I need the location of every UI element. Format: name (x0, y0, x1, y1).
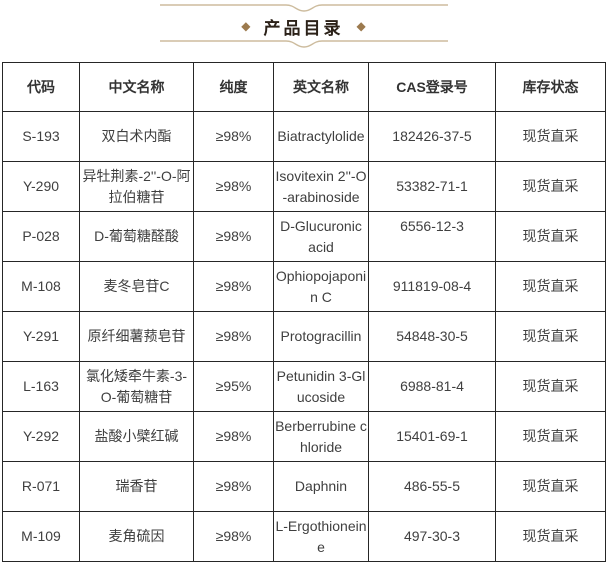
cell-code: Y-292 (2, 411, 80, 462)
page-title: 产品目录 (263, 18, 344, 38)
cell-en-name: Ophiopojaponin C (273, 261, 369, 312)
table-row: L-163 氯化矮牵牛素-3-O-葡萄糖苷 ≥95% Petunidin 3-Gluc… (2, 361, 606, 412)
cell-cn-name: 麦冬皂苷C (79, 261, 194, 312)
cell-code: P-028 (2, 211, 80, 262)
cell-cn-name: D-葡萄糖醛酸 (79, 211, 194, 262)
cell-purity: ≥98% (193, 161, 274, 212)
cell-cas: 182426-37-5 (368, 111, 496, 162)
cell-cn-name: 双白术内酯 (79, 111, 194, 162)
cell-en-name: Daphnin (273, 461, 369, 512)
cell-code: S-193 (2, 111, 80, 162)
cell-cn-name: 盐酸小檗红碱 (79, 411, 194, 462)
column-header-purity: 纯度 (193, 62, 274, 112)
cell-en-name: Petunidin 3-Glucoside (273, 361, 369, 412)
cell-stock: 现货直采 (495, 411, 606, 462)
cell-purity: ≥98% (193, 111, 274, 162)
cell-cas: 6556-12-3 (368, 211, 496, 262)
cell-en-name: L-Ergothioneine (273, 511, 369, 562)
table-row: P-028 D-葡萄糖醛酸 ≥98% D-Glucuronic acid 6556-12… (2, 211, 606, 262)
table-row: M-108 麦冬皂苷C ≥98% Ophiopojaponin C 911819-08-… (2, 261, 606, 312)
header-row: 代码 中文名称 纯度 英文名称 CAS登录号 库存状态 (2, 62, 606, 112)
table-row: M-109 麦角硫因 ≥98% L-Ergothioneine 497-30-3 现货直采 (2, 511, 606, 562)
column-header-en-name: 英文名称 (273, 62, 369, 112)
title-decoration-line-bottom (159, 40, 448, 48)
cell-cas: 6988-81-4 (368, 361, 496, 412)
cell-cas: 15401-69-1 (368, 411, 496, 462)
cell-code: M-108 (2, 261, 80, 312)
cell-cn-name: 原纤细薯蓣皂苷 (79, 311, 194, 362)
cell-en-name: Biatractylolide (273, 111, 369, 162)
cell-cas: 53382-71-1 (368, 161, 496, 212)
table-row: R-071 瑞香苷 ≥98% Daphnin 486-55-5 现货直采 (2, 461, 606, 512)
cell-cas: 54848-30-5 (368, 311, 496, 362)
cell-stock: 现货直采 (495, 311, 606, 362)
page-title-block: ◆ 产品目录 ◆ (0, 0, 607, 49)
cell-stock: 现货直采 (495, 211, 606, 262)
table-row: Y-292 盐酸小檗红碱 ≥98% Berberrubine chloride 1540… (2, 411, 606, 462)
cell-purity: ≥95% (193, 361, 274, 412)
title-decoration-line-top (159, 4, 448, 12)
cell-cn-name: 氯化矮牵牛素-3-O-葡萄糖苷 (79, 361, 194, 412)
column-header-stock: 库存状态 (495, 62, 606, 112)
cell-stock: 现货直采 (495, 261, 606, 312)
table-row: S-193 双白术内酯 ≥98% Biatractylolide 182426-37-5… (2, 111, 606, 162)
table-body: S-193 双白术内酯 ≥98% Biatractylolide 182426-37-5… (2, 111, 606, 562)
cell-code: L-163 (2, 361, 80, 412)
cell-code: R-071 (2, 461, 80, 512)
cell-stock: 现货直采 (495, 511, 606, 562)
cell-purity: ≥98% (193, 211, 274, 262)
cell-stock: 现货直采 (495, 111, 606, 162)
cell-code: Y-291 (2, 311, 80, 362)
cell-en-name: Berberrubine chloride (273, 411, 369, 462)
cell-purity: ≥98% (193, 311, 274, 362)
column-header-cn-name: 中文名称 (79, 62, 194, 112)
cell-en-name: D-Glucuronic acid (273, 211, 369, 262)
cell-code: Y-290 (2, 161, 80, 212)
table-header: 代码 中文名称 纯度 英文名称 CAS登录号 库存状态 (2, 62, 606, 112)
cell-code: M-109 (2, 511, 80, 562)
product-table: 代码 中文名称 纯度 英文名称 CAS登录号 库存状态 S-193 双白术内酯 ≥98% Bia… (2, 62, 606, 562)
table-row: Y-291 原纤细薯蓣皂苷 ≥98% Protogracillin 54848-30-5… (2, 311, 606, 362)
cell-purity: ≥98% (193, 261, 274, 312)
cell-purity: ≥98% (193, 511, 274, 562)
table-row: Y-290 异牡荆素-2''-O-阿拉伯糖苷 ≥98% Isovitexin 2''-… (2, 161, 606, 212)
cell-stock: 现货直采 (495, 361, 606, 412)
cell-stock: 现货直采 (495, 161, 606, 212)
cell-purity: ≥98% (193, 461, 274, 512)
cell-en-name: Isovitexin 2''-O-arabinoside (273, 161, 369, 212)
cell-cn-name: 麦角硫因 (79, 511, 194, 562)
cell-stock: 现货直采 (495, 461, 606, 512)
diamond-icon: ◆ (241, 19, 251, 33)
cell-cas: 497-30-3 (368, 511, 496, 562)
cell-cas: 486-55-5 (368, 461, 496, 512)
cell-en-name: Protogracillin (273, 311, 369, 362)
cell-cn-name: 瑞香苷 (79, 461, 194, 512)
cell-cn-name: 异牡荆素-2''-O-阿拉伯糖苷 (79, 161, 194, 212)
column-header-code: 代码 (2, 62, 80, 112)
cell-purity: ≥98% (193, 411, 274, 462)
diamond-icon: ◆ (356, 19, 366, 33)
title-row: ◆ 产品目录 ◆ (241, 13, 365, 39)
column-header-cas: CAS登录号 (368, 62, 496, 112)
cell-cas: 911819-08-4 (368, 261, 496, 312)
